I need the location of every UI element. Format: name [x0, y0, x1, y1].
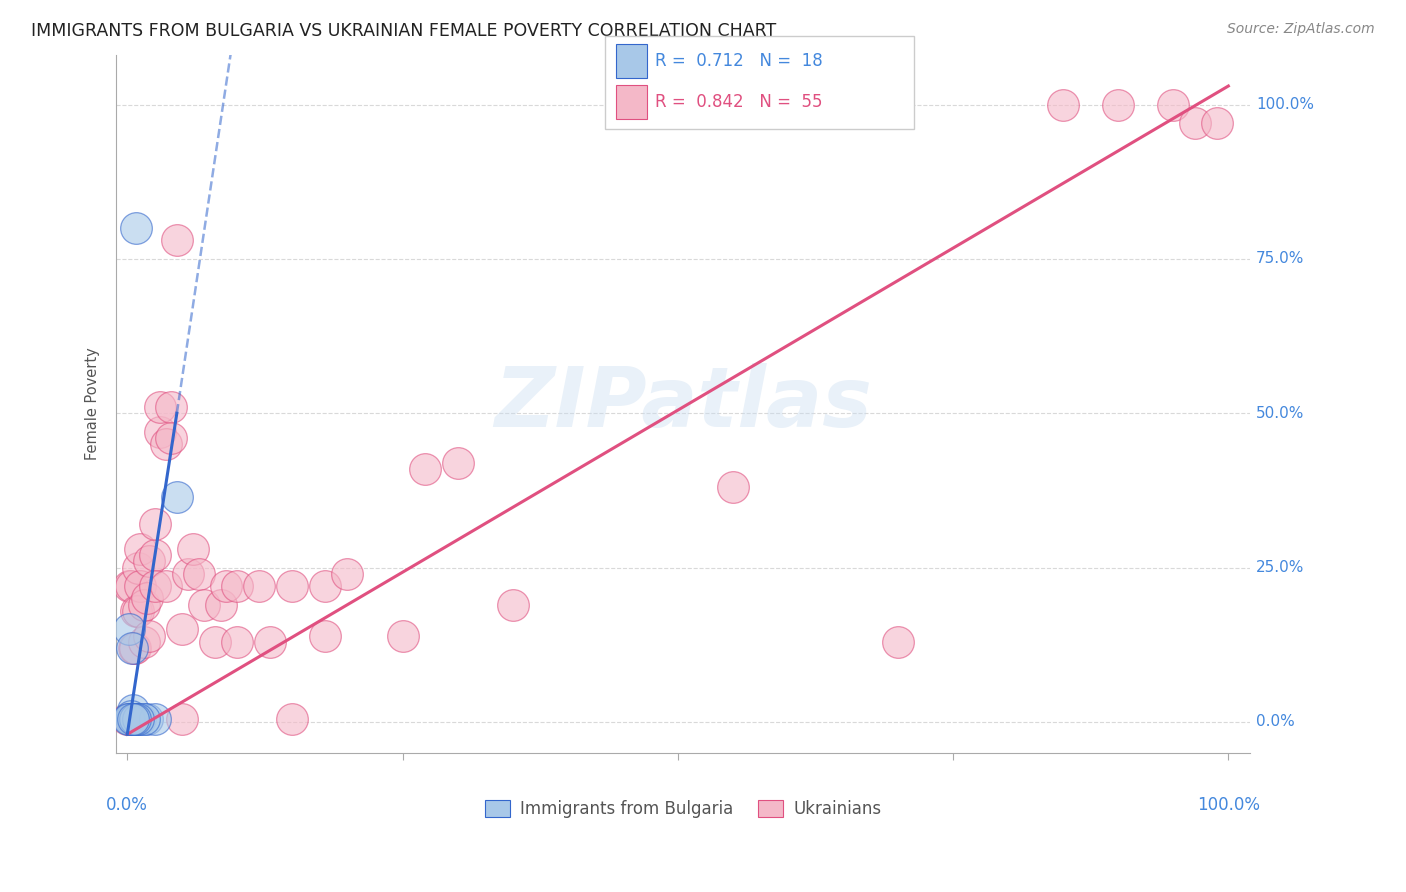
Text: 0.0%: 0.0% [107, 796, 148, 814]
Point [143, 712, 166, 726]
Point [138, 554, 160, 568]
Y-axis label: Female Poverty: Female Poverty [86, 348, 100, 460]
Point [1107, 97, 1129, 112]
Text: 0.0%: 0.0% [1256, 714, 1295, 730]
Point [226, 579, 249, 593]
Point [127, 560, 149, 574]
Point [120, 708, 142, 723]
Point [117, 712, 139, 726]
Point [226, 634, 249, 648]
Point [193, 598, 215, 612]
Point [122, 712, 145, 726]
Point [155, 579, 177, 593]
Point [160, 431, 183, 445]
Point [336, 566, 359, 581]
Point [160, 400, 183, 414]
Point [138, 628, 160, 642]
Point [502, 598, 524, 612]
Legend: Immigrants from Bulgaria, Ukrainians: Immigrants from Bulgaria, Ukrainians [478, 793, 889, 825]
Point [391, 628, 413, 642]
Point [136, 591, 159, 606]
Point [124, 640, 146, 655]
Point [129, 579, 152, 593]
Point [127, 604, 149, 618]
Text: Source: ZipAtlas.com: Source: ZipAtlas.com [1227, 22, 1375, 37]
Point [166, 233, 188, 247]
Point [314, 628, 336, 642]
Point [125, 604, 148, 618]
Point [124, 712, 146, 726]
Point [132, 634, 155, 648]
Point [887, 634, 910, 648]
Point [122, 640, 145, 655]
Text: 50.0%: 50.0% [1256, 406, 1305, 421]
Point [125, 221, 148, 235]
Point [132, 712, 155, 726]
Point [118, 623, 141, 637]
Point [1184, 116, 1206, 130]
Point [136, 712, 159, 726]
Point [117, 712, 139, 726]
Point [183, 542, 205, 557]
Point [121, 712, 143, 726]
Point [121, 703, 143, 717]
Point [204, 634, 226, 648]
Point [281, 579, 304, 593]
Point [127, 712, 149, 726]
Text: R =  0.712   N =  18: R = 0.712 N = 18 [655, 52, 823, 70]
Point [281, 712, 304, 726]
Text: R =  0.842   N =  55: R = 0.842 N = 55 [655, 93, 823, 111]
Point [172, 623, 194, 637]
Point [143, 579, 166, 593]
Point [121, 640, 143, 655]
Text: 75.0%: 75.0% [1256, 252, 1305, 267]
Point [155, 437, 177, 451]
Point [120, 579, 142, 593]
Point [413, 462, 436, 476]
Point [118, 579, 141, 593]
Point [1206, 116, 1229, 130]
Point [446, 456, 468, 470]
Point [1052, 97, 1074, 112]
Text: IMMIGRANTS FROM BULGARIA VS UKRAINIAN FEMALE POVERTY CORRELATION CHART: IMMIGRANTS FROM BULGARIA VS UKRAINIAN FE… [31, 22, 776, 40]
Point [129, 542, 152, 557]
Point [166, 490, 188, 504]
Point [120, 712, 142, 726]
Point [259, 634, 281, 648]
Point [172, 712, 194, 726]
Point [215, 579, 238, 593]
Point [143, 517, 166, 532]
Point [125, 712, 148, 726]
Point [129, 712, 152, 726]
Point [314, 579, 336, 593]
Point [177, 566, 200, 581]
Point [249, 579, 271, 593]
Point [209, 598, 232, 612]
Point [121, 712, 143, 726]
Point [118, 712, 141, 726]
Point [143, 548, 166, 562]
Point [1161, 97, 1184, 112]
Point [721, 480, 744, 494]
Point [149, 425, 172, 439]
Text: 100.0%: 100.0% [1256, 97, 1313, 112]
Point [187, 566, 209, 581]
Point [132, 598, 155, 612]
Point [149, 400, 172, 414]
Text: 25.0%: 25.0% [1256, 560, 1305, 575]
Text: 100.0%: 100.0% [1197, 796, 1260, 814]
Text: ZIPatlas: ZIPatlas [495, 363, 872, 444]
